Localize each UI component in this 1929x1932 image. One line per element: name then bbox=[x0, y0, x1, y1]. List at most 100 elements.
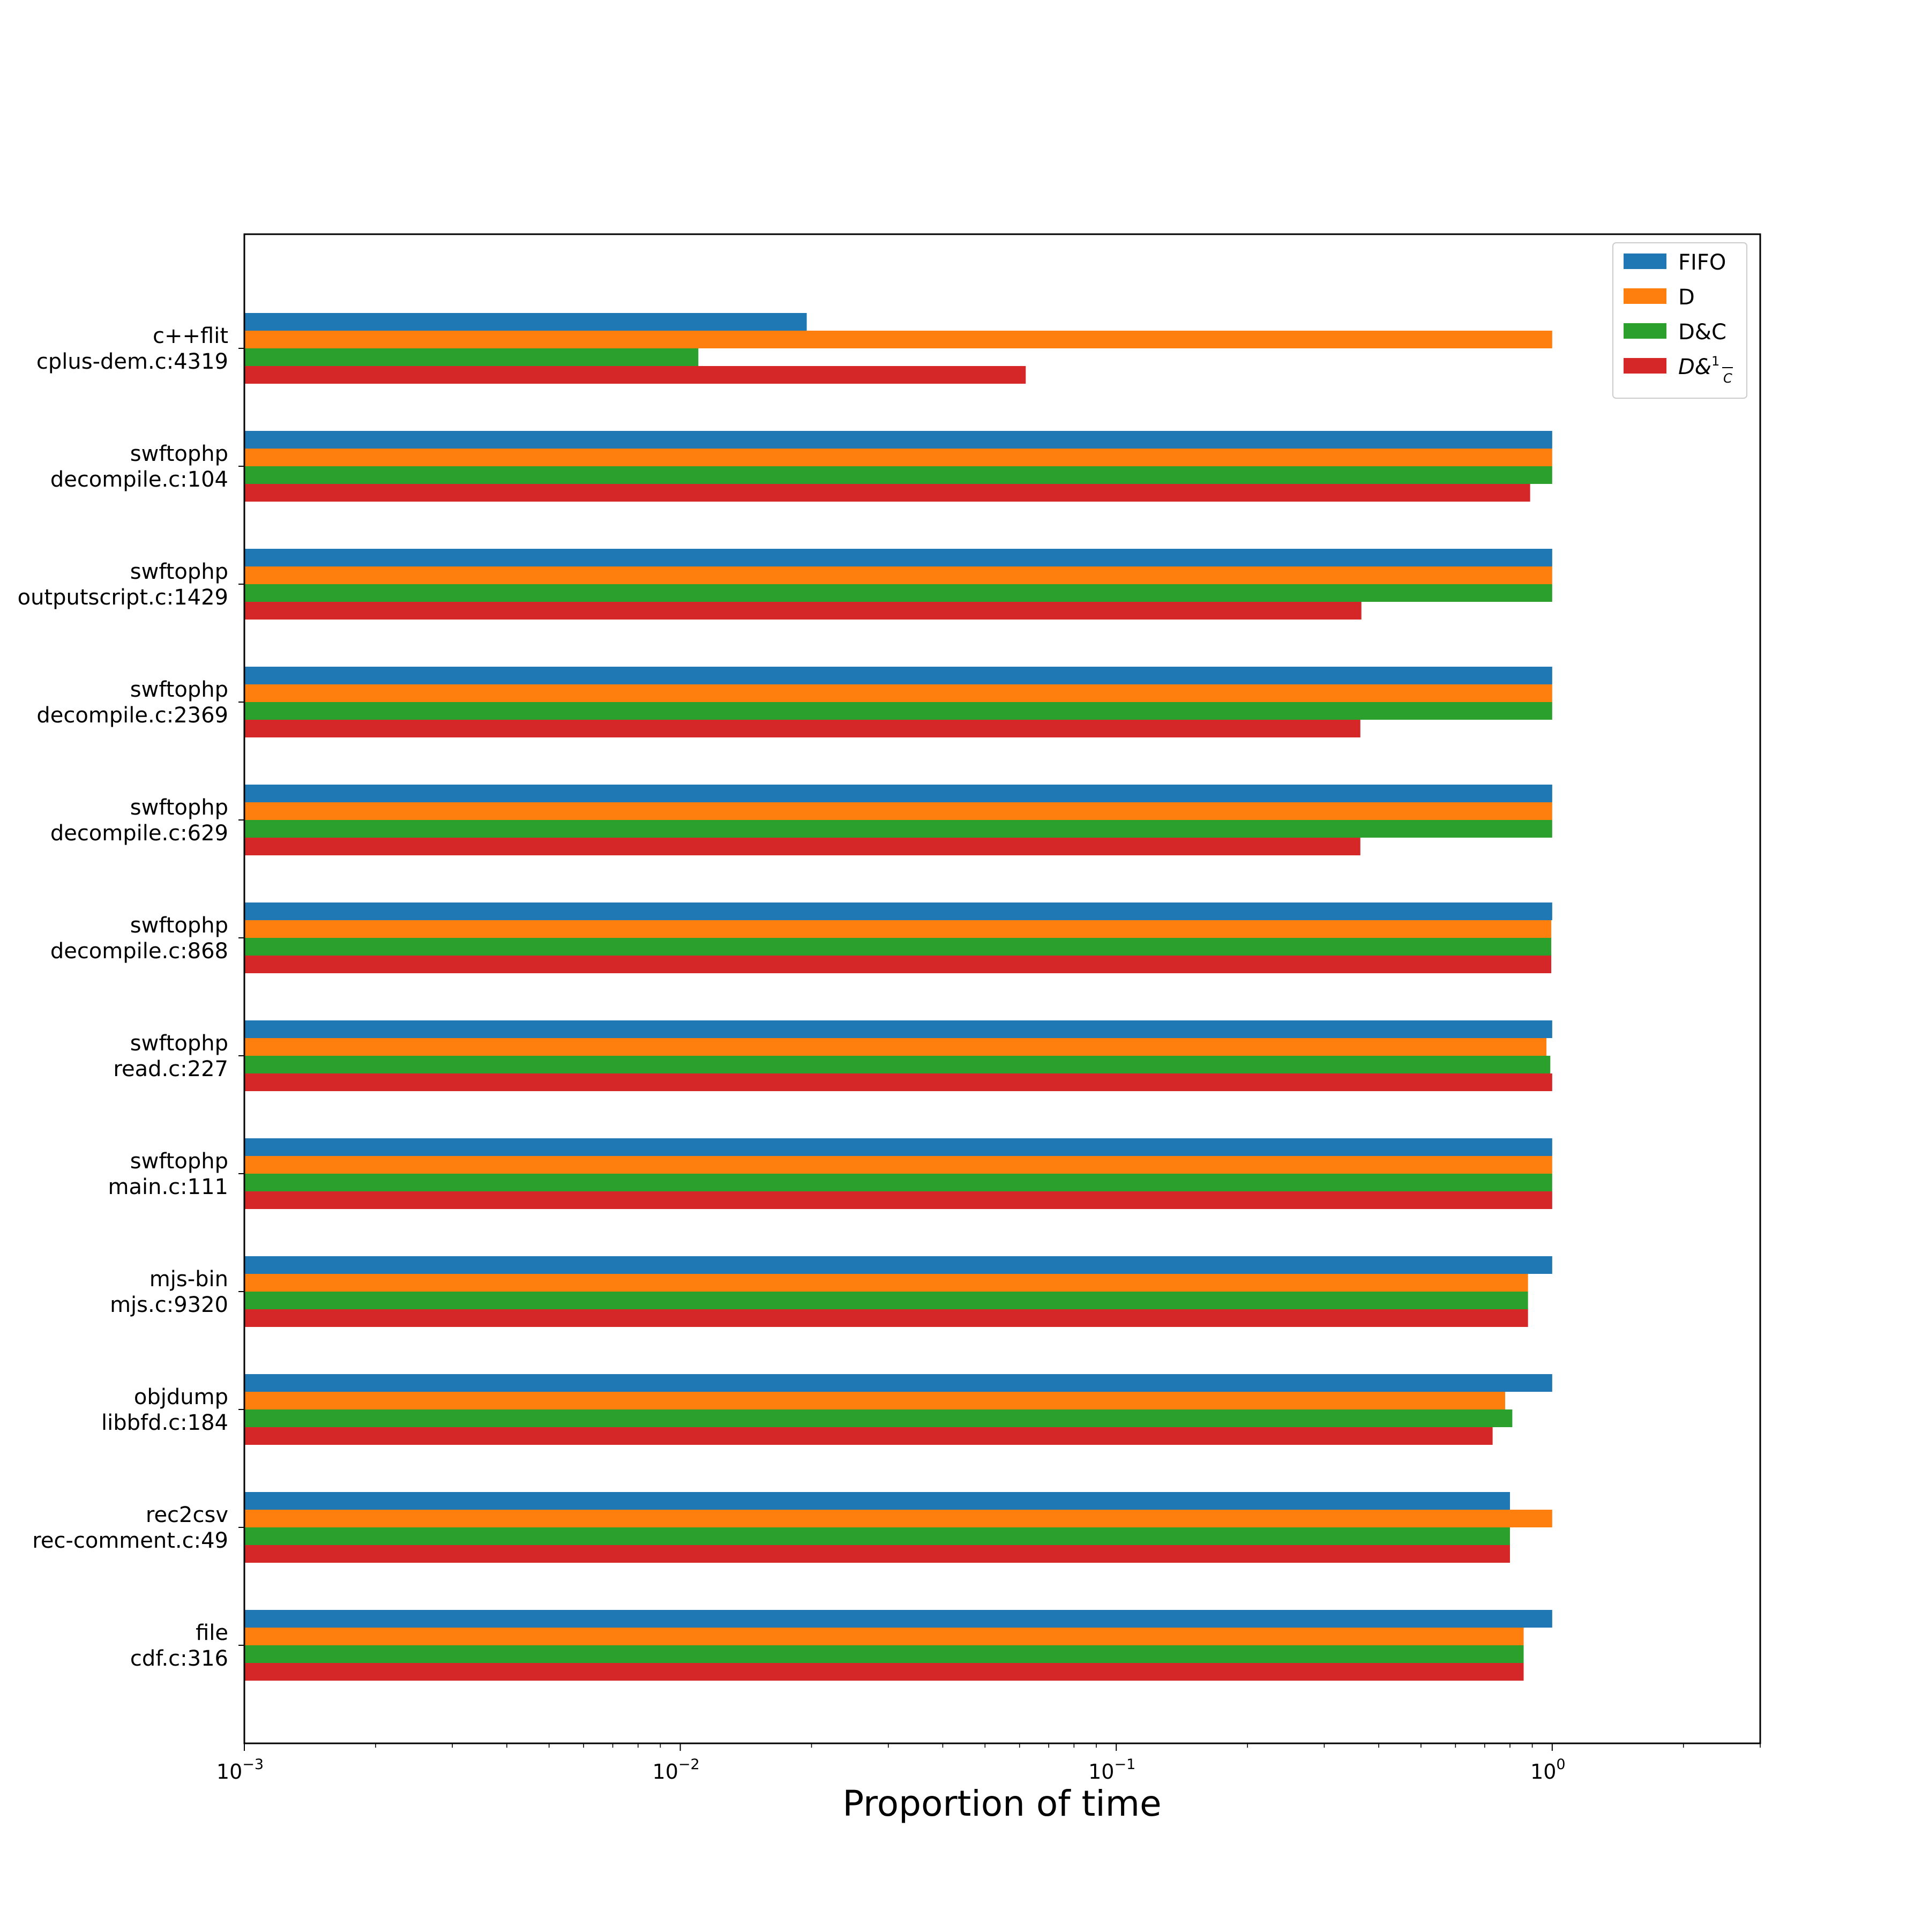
x-tick-base-0: 10 bbox=[216, 1760, 242, 1784]
x-tick-base-2: 10 bbox=[1088, 1760, 1114, 1784]
y-tick-label-11-location: cdf.c:316 bbox=[130, 1646, 228, 1671]
bar-0-0 bbox=[244, 313, 807, 331]
bar-2-3 bbox=[244, 702, 1552, 720]
y-tick-label-6-location: read.c:227 bbox=[113, 1057, 228, 1081]
y-tick-label-10-program: rec2csv bbox=[146, 1503, 228, 1527]
bar-2-2 bbox=[244, 584, 1552, 602]
bar-1-9 bbox=[244, 1392, 1506, 1409]
x-tick-label-3: 100 bbox=[1530, 1756, 1566, 1784]
y-tick-label-5-program: swftophp bbox=[130, 913, 228, 938]
y-tick-label-4-program: swftophp bbox=[130, 795, 228, 820]
bar-3-5 bbox=[244, 956, 1552, 973]
x-tick-base-1: 10 bbox=[653, 1760, 678, 1784]
y-tick-label-5-location: decompile.c:868 bbox=[50, 939, 228, 964]
bar-2-7 bbox=[244, 1174, 1552, 1191]
bar-0-8 bbox=[244, 1256, 1552, 1274]
y-tick-label-0-location: cplus-dem.c:4319 bbox=[36, 349, 228, 374]
y-tick-label-11-program: file bbox=[196, 1621, 228, 1645]
bar-1-6 bbox=[244, 1038, 1547, 1056]
bar-1-2 bbox=[244, 566, 1552, 584]
bar-3-9 bbox=[244, 1427, 1493, 1445]
bar-3-3 bbox=[244, 720, 1360, 737]
bar-1-11 bbox=[244, 1628, 1524, 1645]
bar-3-6 bbox=[244, 1073, 1552, 1091]
y-tick-label-3-program: swftophp bbox=[130, 677, 228, 702]
legend-label-2: D&C bbox=[1678, 320, 1726, 345]
x-tick-base-3: 10 bbox=[1530, 1760, 1556, 1784]
y-tick-label-1-program: swftophp bbox=[130, 442, 228, 466]
y-tick-label-2-program: swftophp bbox=[130, 560, 228, 584]
bar-2-6 bbox=[244, 1056, 1551, 1073]
x-tick-label-2: 10−1 bbox=[1088, 1756, 1135, 1784]
bar-0-4 bbox=[244, 785, 1552, 802]
bar-1-8 bbox=[244, 1274, 1528, 1292]
bar-2-9 bbox=[244, 1409, 1513, 1427]
y-tick-label-8-location: mjs.c:9320 bbox=[110, 1293, 228, 1317]
y-tick-label-7-location: main.c:111 bbox=[108, 1175, 228, 1199]
x-tick-exp-2: −1 bbox=[1114, 1756, 1135, 1773]
bar-1-0 bbox=[244, 331, 1552, 348]
bar-1-5 bbox=[244, 920, 1552, 938]
bar-0-10 bbox=[244, 1492, 1510, 1510]
y-tick-label-6-program: swftophp bbox=[130, 1031, 228, 1056]
plot-frame bbox=[243, 233, 1761, 1744]
legend-label-1: D bbox=[1678, 285, 1695, 310]
bar-3-11 bbox=[244, 1663, 1524, 1681]
y-ticks: c++flitcplus-dem.c:4319swftophpdecompile… bbox=[18, 324, 244, 1671]
y-tick-label-7-program: swftophp bbox=[130, 1149, 228, 1174]
y-tick-label-4-location: decompile.c:629 bbox=[50, 821, 228, 846]
bars-layer bbox=[244, 313, 1552, 1681]
bar-3-1 bbox=[244, 484, 1530, 502]
bar-2-8 bbox=[244, 1292, 1528, 1309]
x-tick-exp-3: 0 bbox=[1556, 1756, 1565, 1773]
y-tick-label-3-location: decompile.c:2369 bbox=[36, 703, 228, 728]
bar-2-0 bbox=[244, 348, 699, 366]
legend-swatch-2 bbox=[1624, 323, 1666, 339]
bar-1-3 bbox=[244, 684, 1552, 702]
y-tick-label-2-location: outputscript.c:1429 bbox=[18, 585, 228, 610]
bar-0-11 bbox=[244, 1610, 1552, 1628]
x-tick-exp-0: −3 bbox=[242, 1756, 264, 1773]
bar-0-3 bbox=[244, 667, 1552, 684]
legend-label-0: FIFO bbox=[1678, 250, 1726, 275]
x-tick-exp-1: −2 bbox=[678, 1756, 700, 1773]
legend-swatch-3 bbox=[1624, 358, 1666, 374]
bar-2-10 bbox=[244, 1527, 1510, 1545]
x-axis-title: Proportion of time bbox=[842, 1783, 1161, 1824]
bar-2-5 bbox=[244, 938, 1552, 956]
bar-0-2 bbox=[244, 549, 1552, 566]
legend-swatch-1 bbox=[1624, 288, 1666, 304]
bar-1-7 bbox=[244, 1156, 1552, 1174]
bar-0-1 bbox=[244, 431, 1552, 449]
legend-label-numerator: 1 bbox=[1711, 354, 1719, 369]
bar-0-5 bbox=[244, 902, 1552, 920]
bar-3-4 bbox=[244, 838, 1360, 855]
y-tick-label-9-program: objdump bbox=[134, 1385, 228, 1409]
x-tick-label-0: 10−3 bbox=[216, 1756, 264, 1784]
bar-1-4 bbox=[244, 802, 1552, 820]
bar-1-10 bbox=[244, 1510, 1552, 1527]
bar-1-1 bbox=[244, 449, 1552, 466]
bar-0-9 bbox=[244, 1374, 1552, 1392]
y-tick-label-8-program: mjs-bin bbox=[149, 1267, 228, 1292]
y-tick-label-10-location: rec-comment.c:49 bbox=[32, 1528, 228, 1553]
legend-label-main: D& bbox=[1678, 355, 1711, 379]
bar-3-10 bbox=[244, 1545, 1510, 1563]
bar-2-1 bbox=[244, 466, 1552, 484]
bar-0-6 bbox=[244, 1020, 1552, 1038]
bar-2-4 bbox=[244, 820, 1552, 838]
bar-0-7 bbox=[244, 1138, 1552, 1156]
x-ticks: 10−3 10−2 10−1 100 bbox=[216, 1743, 1761, 1784]
y-tick-label-1-location: decompile.c:104 bbox=[50, 467, 228, 492]
y-tick-label-9-location: libbfd.c:184 bbox=[101, 1411, 228, 1435]
y-tick-label-0-program: c++flit bbox=[153, 324, 228, 348]
legend-label-3: D&1 bbox=[1678, 354, 1719, 379]
bar-3-7 bbox=[244, 1191, 1552, 1209]
x-tick-label-1: 10−2 bbox=[653, 1756, 700, 1784]
bar-3-2 bbox=[244, 602, 1362, 620]
bar-3-0 bbox=[244, 366, 1026, 384]
legend-label-denominator: C bbox=[1723, 371, 1732, 386]
